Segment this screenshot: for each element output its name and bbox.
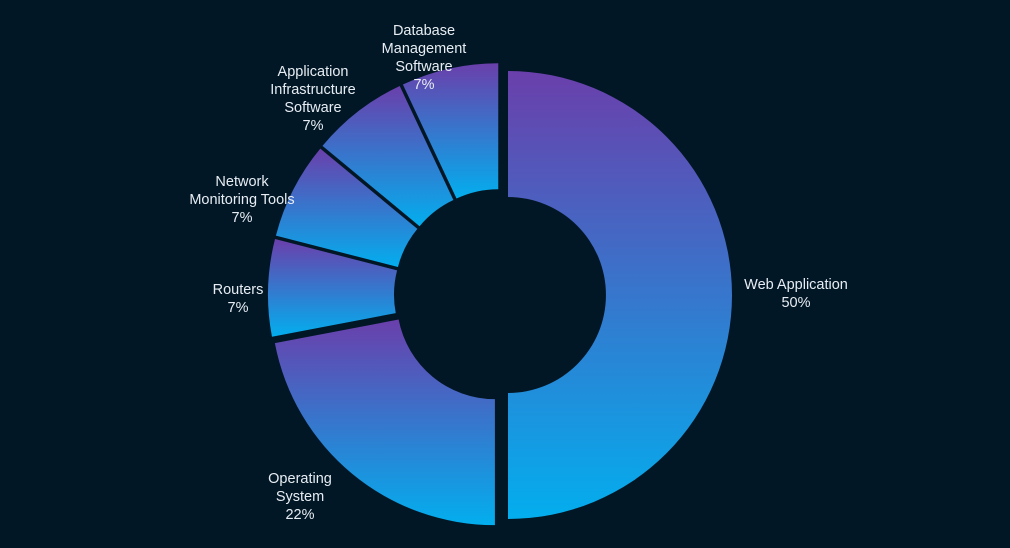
slice-operating-system[interactable]: [274, 319, 495, 526]
slice-network-monitoring-tools[interactable]: [275, 148, 418, 267]
category-label-line: Web Application: [744, 277, 848, 293]
label-network-monitoring-tools: Network Monitoring Tools 7%: [189, 174, 294, 226]
category-label-line: Database: [393, 23, 455, 39]
category-label-line: Monitoring Tools: [189, 192, 294, 208]
value-label: 7%: [232, 210, 253, 226]
slice-database-management-software[interactable]: [402, 63, 499, 199]
category-label-line: Routers: [213, 282, 264, 298]
value-label: 7%: [303, 118, 324, 134]
label-database-management-software: Database Management Software 7%: [382, 23, 467, 93]
category-label-line: Application: [278, 64, 349, 80]
category-label-line: Network: [215, 174, 269, 190]
label-application-infrastructure-software: Application Infrastructure Software 7%: [270, 64, 355, 134]
slices-layer: [268, 63, 732, 526]
category-label-line: Operating: [268, 471, 332, 487]
label-operating-system: Operating System 22%: [268, 471, 332, 523]
labels-layer: Web Application 50% Operating System 22% Rout…: [189, 23, 848, 523]
category-label-line: Software: [284, 100, 341, 116]
value-label: 7%: [228, 300, 249, 316]
value-label: 7%: [414, 77, 435, 93]
category-label-line: System: [276, 489, 324, 505]
value-label: 50%: [781, 295, 810, 311]
category-label-line: Management: [382, 41, 467, 57]
label-routers: Routers 7%: [213, 282, 264, 316]
value-label: 22%: [285, 507, 314, 523]
category-label-line: Software: [395, 59, 452, 75]
slice-web-application[interactable]: [508, 71, 732, 519]
slice-application-infrastructure-software[interactable]: [322, 85, 454, 227]
slice-routers[interactable]: [268, 239, 398, 337]
label-web-application: Web Application 50%: [744, 277, 848, 311]
category-label-line: Infrastructure: [270, 82, 355, 98]
